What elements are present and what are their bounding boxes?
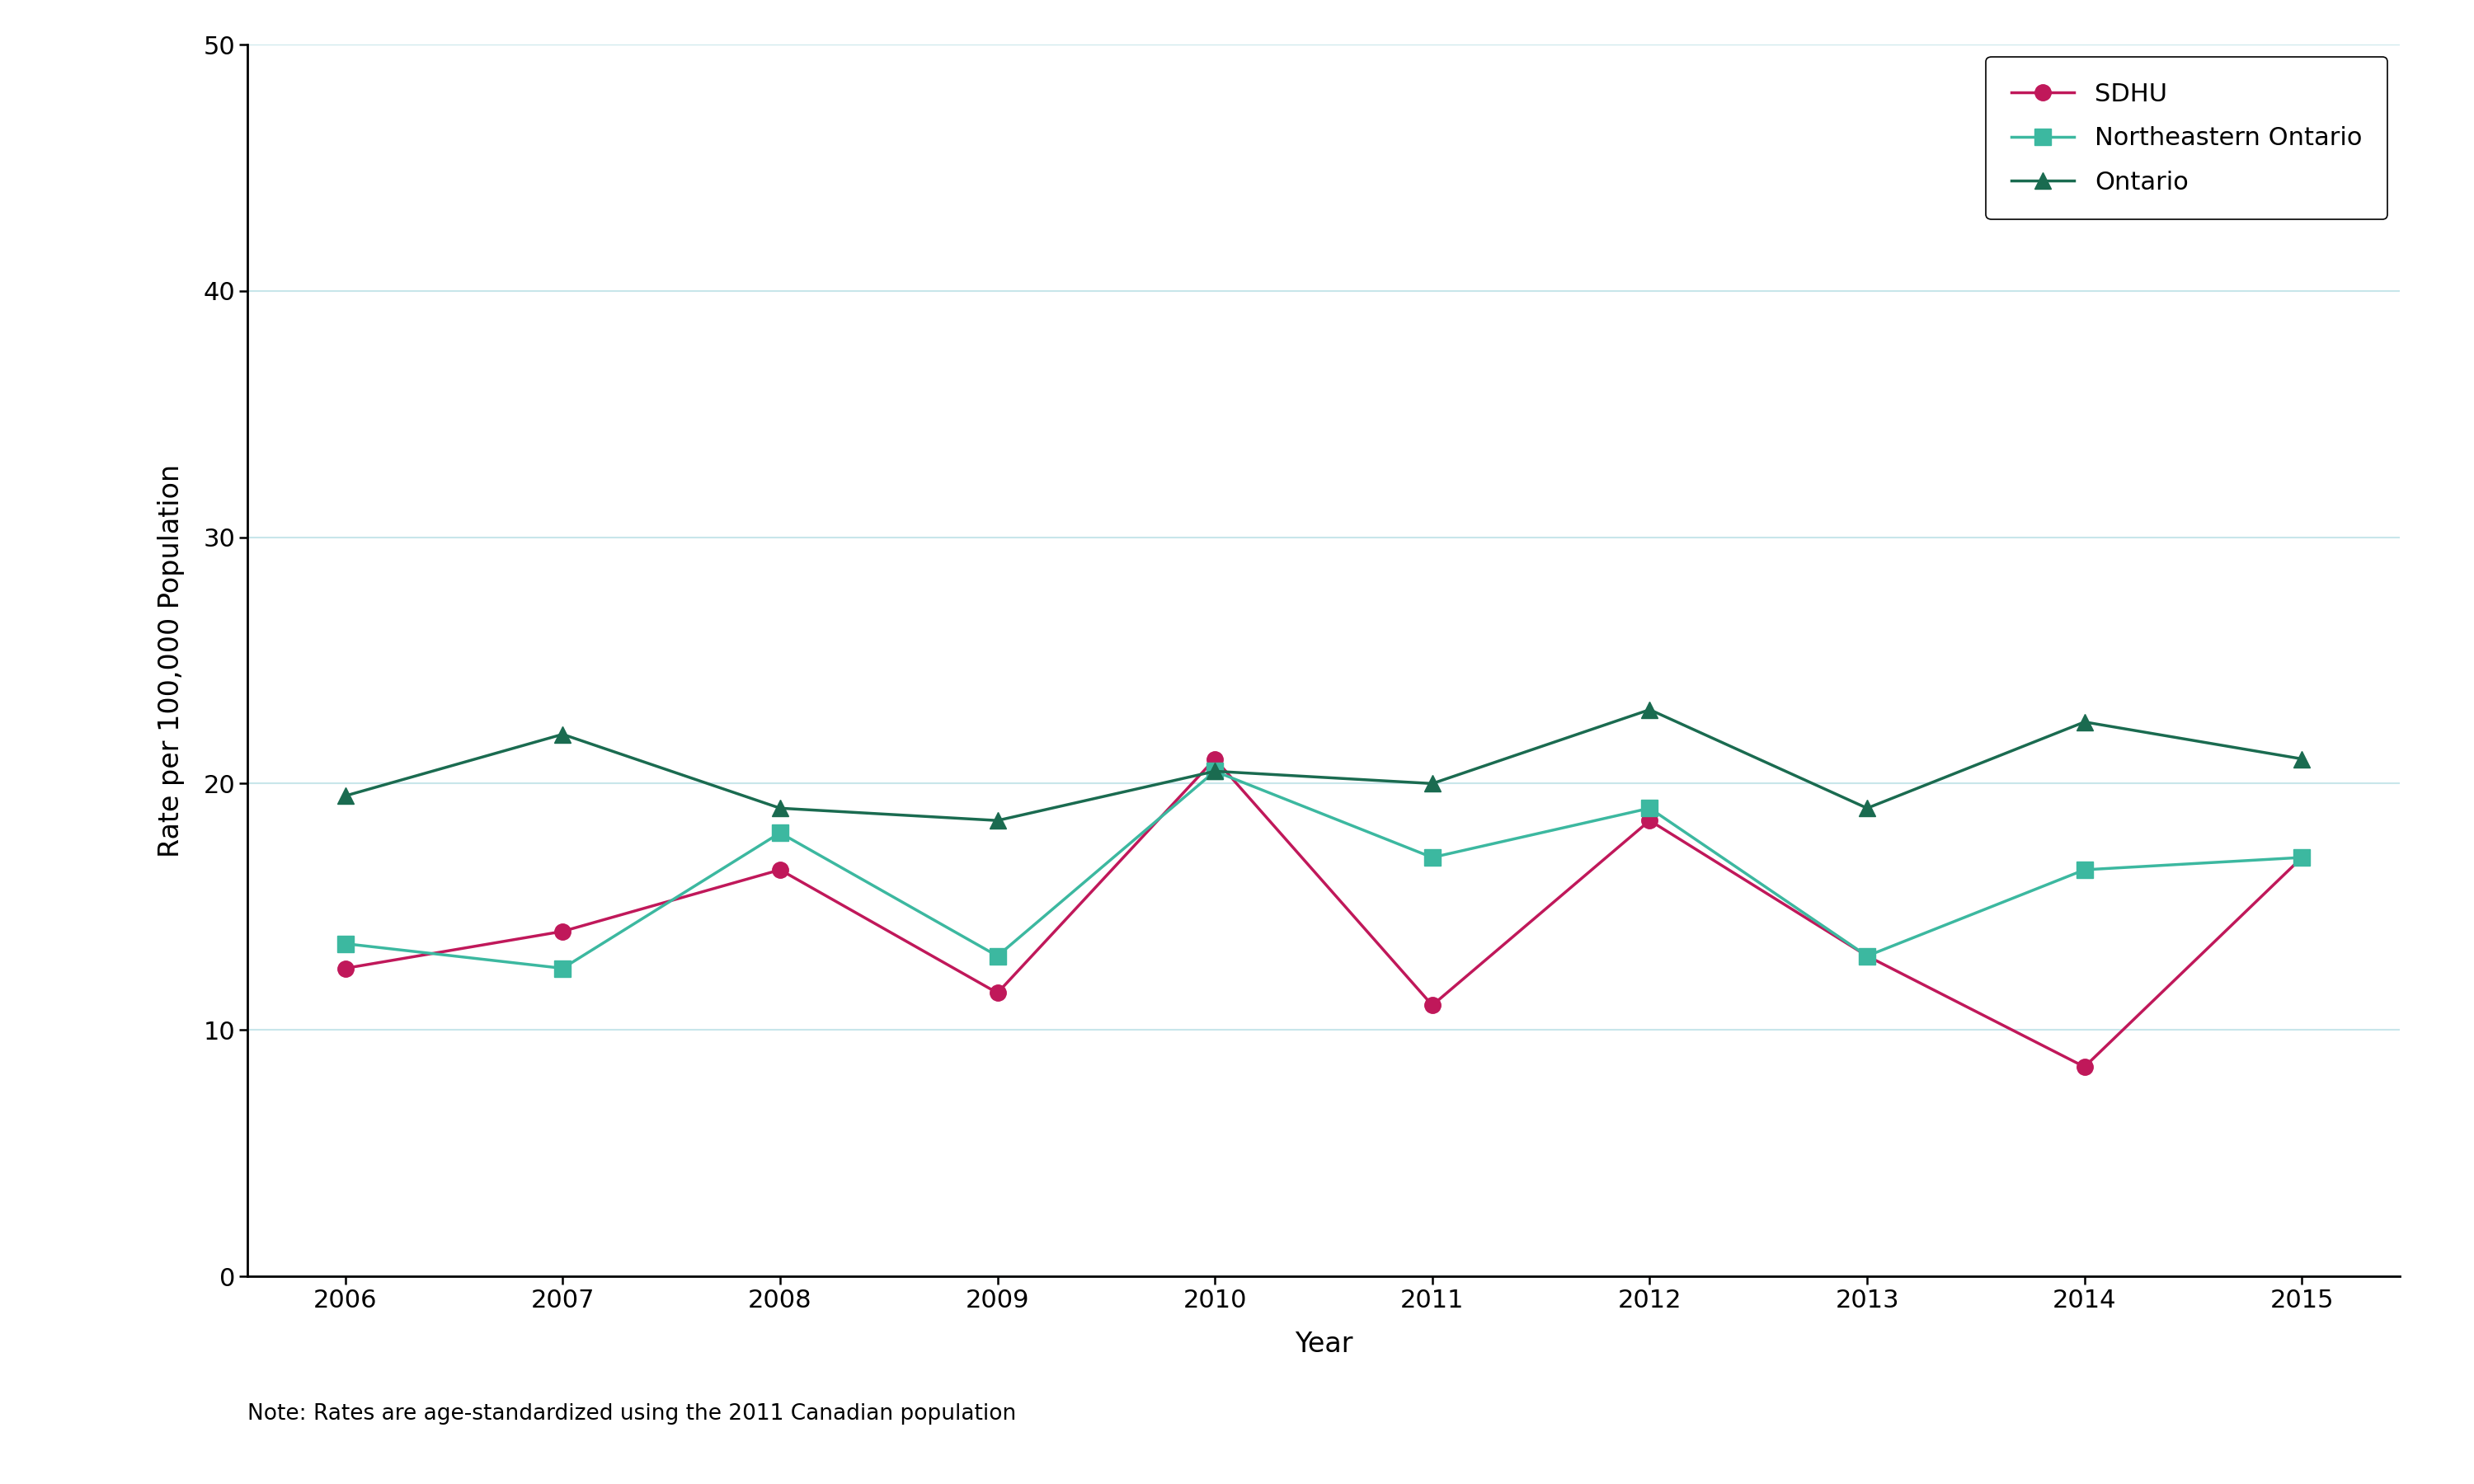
Line: Northeastern Ontario: Northeastern Ontario [336, 763, 2311, 976]
Northeastern Ontario [2286, 849, 2316, 867]
Legend: SDHU, Northeastern Ontario, Ontario: SDHU, Northeastern Ontario, Ontario [1987, 56, 2387, 220]
SDHU [1200, 749, 1230, 767]
Northeastern Ontario [332, 935, 361, 953]
SDHU [2286, 849, 2316, 867]
Northeastern Ontario [1635, 800, 1665, 818]
X-axis label: Year: Year [1294, 1331, 1353, 1358]
Northeastern Ontario [1853, 947, 1883, 965]
Ontario [982, 812, 1012, 830]
Ontario [547, 726, 576, 743]
Ontario [2286, 749, 2316, 767]
SDHU [1418, 996, 1447, 1014]
Northeastern Ontario [2071, 861, 2100, 879]
Line: Ontario: Ontario [336, 702, 2311, 828]
Northeastern Ontario [1418, 849, 1447, 867]
SDHU [332, 960, 361, 978]
Ontario [764, 800, 794, 818]
Ontario [1418, 775, 1447, 792]
Northeastern Ontario [547, 960, 576, 978]
Northeastern Ontario [982, 947, 1012, 965]
SDHU [2071, 1058, 2100, 1076]
Northeastern Ontario [1200, 763, 1230, 781]
Northeastern Ontario [764, 824, 794, 841]
SDHU [1635, 812, 1665, 830]
Line: SDHU: SDHU [336, 751, 2311, 1074]
Ontario [2071, 714, 2100, 732]
Text: Note: Rates are age-standardized using the 2011 Canadian population: Note: Rates are age-standardized using t… [247, 1404, 1017, 1425]
Ontario [1635, 700, 1665, 718]
Ontario [1200, 763, 1230, 781]
SDHU [982, 984, 1012, 1002]
Ontario [1853, 800, 1883, 818]
SDHU [1853, 947, 1883, 965]
SDHU [764, 861, 794, 879]
Ontario [332, 787, 361, 804]
Y-axis label: Rate per 100,000 Population: Rate per 100,000 Population [158, 463, 186, 858]
SDHU [547, 923, 576, 941]
